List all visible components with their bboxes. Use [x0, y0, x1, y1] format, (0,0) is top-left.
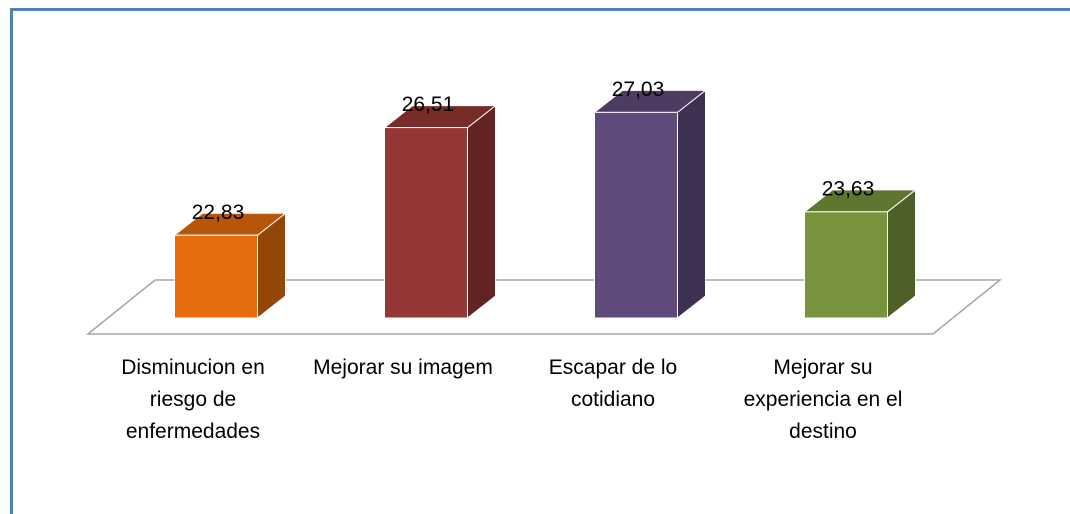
floor: [85, 279, 1003, 335]
bar-front: [804, 211, 888, 319]
value-label: 23,63: [822, 177, 875, 200]
value-label: 22,83: [192, 201, 245, 224]
category-label: Mejorar su imagem: [313, 356, 493, 379]
category-label: Escapar de lo cotidiano: [548, 356, 678, 411]
bar-front: [174, 234, 258, 319]
bar-side: [467, 104, 496, 320]
bar: [383, 104, 497, 320]
bar: [593, 89, 707, 320]
frame: [10, 8, 1070, 514]
bar-front: [594, 111, 678, 319]
bar: [173, 212, 287, 320]
value-label: 27,03: [612, 78, 665, 101]
category-label: Disminucion en riesgo de enfermedades: [121, 356, 265, 443]
category-label: Mejorar su experiencia en el destino: [743, 356, 903, 443]
bar: [803, 188, 917, 320]
bar-front: [384, 127, 468, 319]
value-label: 26,51: [402, 93, 455, 116]
bar-side: [677, 89, 706, 320]
